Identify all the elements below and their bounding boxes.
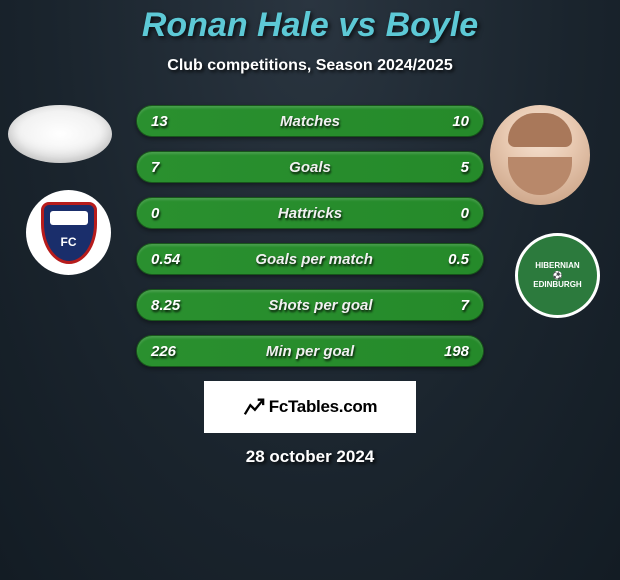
stat-left-value: 13: [151, 113, 168, 130]
hibernian-crest-icon: HIBERNIAN⚽EDINBURGH: [533, 261, 581, 290]
stat-row: 13 Matches 10: [136, 105, 484, 137]
stat-right-value: 0: [461, 205, 469, 222]
title-player-left: Ronan Hale: [142, 6, 329, 44]
title-vs: vs: [338, 6, 376, 44]
page-title: Ronan Hale vs Boyle: [0, 0, 620, 45]
stat-right-value: 7: [461, 297, 469, 314]
stat-left-value: 226: [151, 343, 176, 360]
stat-label: Matches: [280, 113, 340, 130]
player-left-avatar: [8, 105, 112, 163]
player-right-avatar: [490, 105, 590, 205]
stat-row: 0.54 Goals per match 0.5: [136, 243, 484, 275]
player-right-club-crest: HIBERNIAN⚽EDINBURGH: [515, 233, 600, 318]
stat-left-value: 0.54: [151, 251, 180, 268]
subtitle: Club competitions, Season 2024/2025: [0, 57, 620, 75]
stat-right-value: 5: [461, 159, 469, 176]
stat-label: Goals per match: [255, 251, 373, 268]
stat-left-value: 8.25: [151, 297, 180, 314]
ross-county-shield-icon: [41, 202, 97, 264]
stat-row: 7 Goals 5: [136, 151, 484, 183]
stat-right-value: 10: [452, 113, 469, 130]
date-label: 28 october 2024: [136, 447, 484, 467]
chart-line-icon: [243, 396, 265, 418]
stat-row: 226 Min per goal 198: [136, 335, 484, 367]
title-player-right: Boyle: [386, 6, 479, 44]
stat-right-value: 198: [444, 343, 469, 360]
stat-label: Shots per goal: [268, 297, 372, 314]
stat-row: 8.25 Shots per goal 7: [136, 289, 484, 321]
stat-left-value: 0: [151, 205, 159, 222]
stat-row: 0 Hattricks 0: [136, 197, 484, 229]
stat-right-value: 0.5: [448, 251, 469, 268]
stat-label: Min per goal: [266, 343, 354, 360]
stat-left-value: 7: [151, 159, 159, 176]
attribution-text: FcTables.com: [269, 397, 378, 417]
attribution-badge: FcTables.com: [204, 381, 416, 433]
stat-label: Hattricks: [278, 205, 342, 222]
stats-rows: 13 Matches 10 7 Goals 5 0 Hattricks 0 0.…: [136, 105, 484, 467]
stat-label: Goals: [289, 159, 331, 176]
player-left-club-crest: [26, 190, 111, 275]
